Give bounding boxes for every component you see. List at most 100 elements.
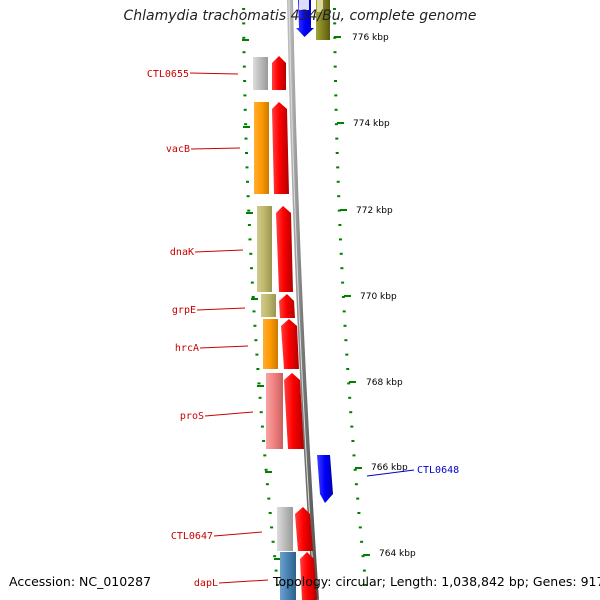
- minor-tick: [337, 195, 341, 198]
- minor-tick: [334, 108, 338, 111]
- cog-bar-dnak: [257, 206, 272, 292]
- minor-tick: [274, 569, 278, 572]
- minor-tick: [263, 454, 267, 457]
- minor-tick: [345, 353, 349, 356]
- cog-bar-grpe: [261, 294, 276, 317]
- gene-label: vacB: [166, 144, 190, 155]
- minor-tick: [243, 80, 247, 82]
- minor-tick: [337, 209, 341, 212]
- minor-tick: [349, 411, 353, 414]
- leader-line: [204, 411, 254, 417]
- leader-line: [213, 531, 263, 537]
- minor-tick: [246, 180, 249, 183]
- minor-tick: [336, 166, 340, 169]
- genome-backbone: [287, 0, 319, 600]
- topology-label: Topology: circular;: [273, 574, 386, 589]
- reverse-gene-bar-light: [299, 0, 309, 10]
- minor-tick: [350, 425, 354, 428]
- gene-arrow-dapl: [300, 552, 317, 600]
- minor-tick: [246, 195, 250, 198]
- gene-label: proS: [180, 411, 204, 422]
- minor-tick: [247, 209, 251, 212]
- minor-tick: [364, 584, 368, 586]
- minor-tick: [250, 281, 254, 284]
- minor-tick: [361, 555, 365, 558]
- gene-arrow-hrca: [281, 319, 299, 369]
- gene-arrow-ctl0648: [317, 455, 333, 503]
- minor-tick: [362, 569, 366, 572]
- minor-tick: [347, 382, 351, 385]
- minor-tick: [254, 339, 258, 342]
- minor-tick: [253, 324, 257, 327]
- minor-tick: [244, 137, 248, 140]
- minor-tick: [245, 166, 249, 169]
- gene-arrow-dnak: [276, 206, 293, 292]
- minor-tick: [242, 22, 246, 25]
- minor-tick: [243, 108, 247, 111]
- minor-tick: [343, 324, 347, 327]
- tick-label: 776 kbp: [352, 33, 389, 43]
- major-ticks: [242, 36, 370, 560]
- minor-tick: [339, 238, 342, 241]
- minor-tick: [276, 584, 280, 586]
- minor-tick: [258, 396, 262, 399]
- minor-tick: [242, 51, 246, 54]
- minor-tick: [356, 497, 360, 500]
- gene-label: grpE: [172, 305, 196, 316]
- minor-tick: [242, 36, 246, 39]
- gene-arrow-ctl0655: [272, 56, 286, 90]
- leader-line: [196, 307, 246, 311]
- leader-line: [218, 579, 269, 584]
- gene-label: hrcA: [175, 343, 199, 354]
- tick-label: 764 kbp: [379, 549, 416, 559]
- cog-bar-ctl0647: [277, 507, 293, 551]
- tick-label: 766 kbp: [371, 463, 408, 473]
- minor-ticks-left: [242, 8, 280, 586]
- minor-tick: [247, 224, 251, 226]
- minor-tick: [242, 8, 246, 10]
- tick-label: 774 kbp: [353, 119, 390, 129]
- tick-label: 772 kbp: [356, 206, 393, 216]
- minor-tick: [260, 425, 264, 428]
- map-title: Chlamydia trachomatis 434/Bu, complete g…: [123, 8, 477, 24]
- cog-bar-ctl0655: [253, 57, 268, 90]
- tick-label: 770 kbp: [360, 292, 397, 302]
- leader-line: [199, 345, 249, 349]
- cog-bar-hrca: [263, 319, 278, 369]
- minor-tick: [334, 94, 338, 97]
- minor-tick: [245, 152, 248, 154]
- minor-tick: [265, 483, 269, 486]
- cog-bar-dapl: [280, 552, 296, 600]
- length-label: Length: 1,038,842 bp;: [389, 574, 529, 589]
- leader-line: [194, 249, 244, 253]
- minor-tick: [357, 512, 361, 514]
- minor-tick: [271, 540, 275, 543]
- leader-line: [190, 147, 241, 150]
- minor-tick: [335, 152, 339, 154]
- minor-tick: [351, 440, 355, 442]
- minor-tick: [334, 80, 337, 82]
- minor-tick: [353, 468, 357, 471]
- minor-tick: [270, 526, 274, 529]
- gene-label: CTL0647: [171, 531, 213, 542]
- minor-tick: [251, 296, 255, 298]
- gene-label: dnaK: [170, 247, 194, 258]
- minor-tick: [348, 396, 352, 399]
- minor-tick: [333, 22, 337, 25]
- minor-tick: [352, 454, 356, 457]
- minor-tick: [344, 339, 348, 342]
- accession-label: Accession: NC_010287: [9, 574, 152, 589]
- minor-tick: [256, 368, 260, 370]
- minor-tick: [268, 512, 272, 514]
- minor-tick: [259, 411, 263, 414]
- gene-label: CTL0648: [417, 465, 459, 476]
- minor-tick: [339, 252, 343, 255]
- gene-arrow-grpe: [279, 294, 295, 318]
- minor-tick: [334, 123, 338, 126]
- minor-tick: [338, 224, 342, 226]
- minor-tick: [360, 540, 364, 543]
- gene-arrow-ctl0647: [295, 507, 313, 551]
- gene-arrow-vacb: [272, 102, 289, 194]
